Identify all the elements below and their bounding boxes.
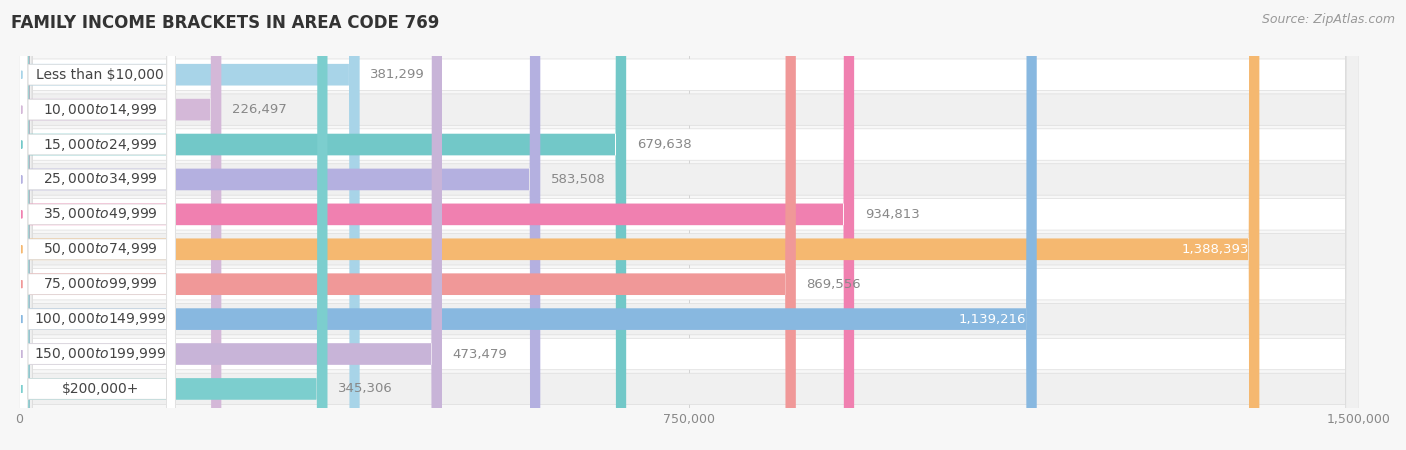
FancyBboxPatch shape [20,0,176,450]
FancyBboxPatch shape [20,0,1036,450]
FancyBboxPatch shape [20,0,1360,450]
Text: 1,388,393: 1,388,393 [1181,243,1249,256]
Text: 226,497: 226,497 [232,103,287,116]
Text: Less than $10,000: Less than $10,000 [37,68,165,82]
FancyBboxPatch shape [20,0,1360,450]
Text: $100,000 to $149,999: $100,000 to $149,999 [34,311,166,327]
FancyBboxPatch shape [20,0,176,450]
Text: 345,306: 345,306 [339,382,392,396]
FancyBboxPatch shape [20,0,328,450]
FancyBboxPatch shape [20,0,221,450]
Text: $15,000 to $24,999: $15,000 to $24,999 [44,136,157,153]
Text: $75,000 to $99,999: $75,000 to $99,999 [44,276,157,292]
FancyBboxPatch shape [20,0,176,450]
FancyBboxPatch shape [20,0,1360,450]
FancyBboxPatch shape [20,0,853,450]
FancyBboxPatch shape [20,0,176,450]
FancyBboxPatch shape [20,0,1360,450]
Text: 1,139,216: 1,139,216 [959,313,1026,326]
FancyBboxPatch shape [20,0,1360,450]
FancyBboxPatch shape [20,0,176,450]
FancyBboxPatch shape [20,0,360,450]
Text: 934,813: 934,813 [865,208,920,221]
Text: FAMILY INCOME BRACKETS IN AREA CODE 769: FAMILY INCOME BRACKETS IN AREA CODE 769 [11,14,440,32]
Text: Source: ZipAtlas.com: Source: ZipAtlas.com [1261,14,1395,27]
Text: $50,000 to $74,999: $50,000 to $74,999 [44,241,157,257]
FancyBboxPatch shape [20,0,441,450]
Text: 381,299: 381,299 [370,68,425,81]
FancyBboxPatch shape [20,0,176,450]
FancyBboxPatch shape [20,0,1260,450]
Text: $150,000 to $199,999: $150,000 to $199,999 [34,346,166,362]
FancyBboxPatch shape [20,0,540,450]
Text: 869,556: 869,556 [807,278,862,291]
Text: $25,000 to $34,999: $25,000 to $34,999 [44,171,157,188]
FancyBboxPatch shape [20,0,1360,450]
FancyBboxPatch shape [20,0,796,450]
FancyBboxPatch shape [20,0,1360,450]
Text: 583,508: 583,508 [551,173,606,186]
FancyBboxPatch shape [20,0,1360,450]
Text: 679,638: 679,638 [637,138,692,151]
Text: $10,000 to $14,999: $10,000 to $14,999 [44,102,157,117]
Text: $35,000 to $49,999: $35,000 to $49,999 [44,207,157,222]
FancyBboxPatch shape [20,0,176,450]
FancyBboxPatch shape [20,0,176,450]
Text: $200,000+: $200,000+ [62,382,139,396]
Text: 473,479: 473,479 [453,347,508,360]
FancyBboxPatch shape [20,0,626,450]
FancyBboxPatch shape [20,0,1360,450]
FancyBboxPatch shape [20,0,1360,450]
FancyBboxPatch shape [20,0,176,450]
FancyBboxPatch shape [20,0,176,450]
